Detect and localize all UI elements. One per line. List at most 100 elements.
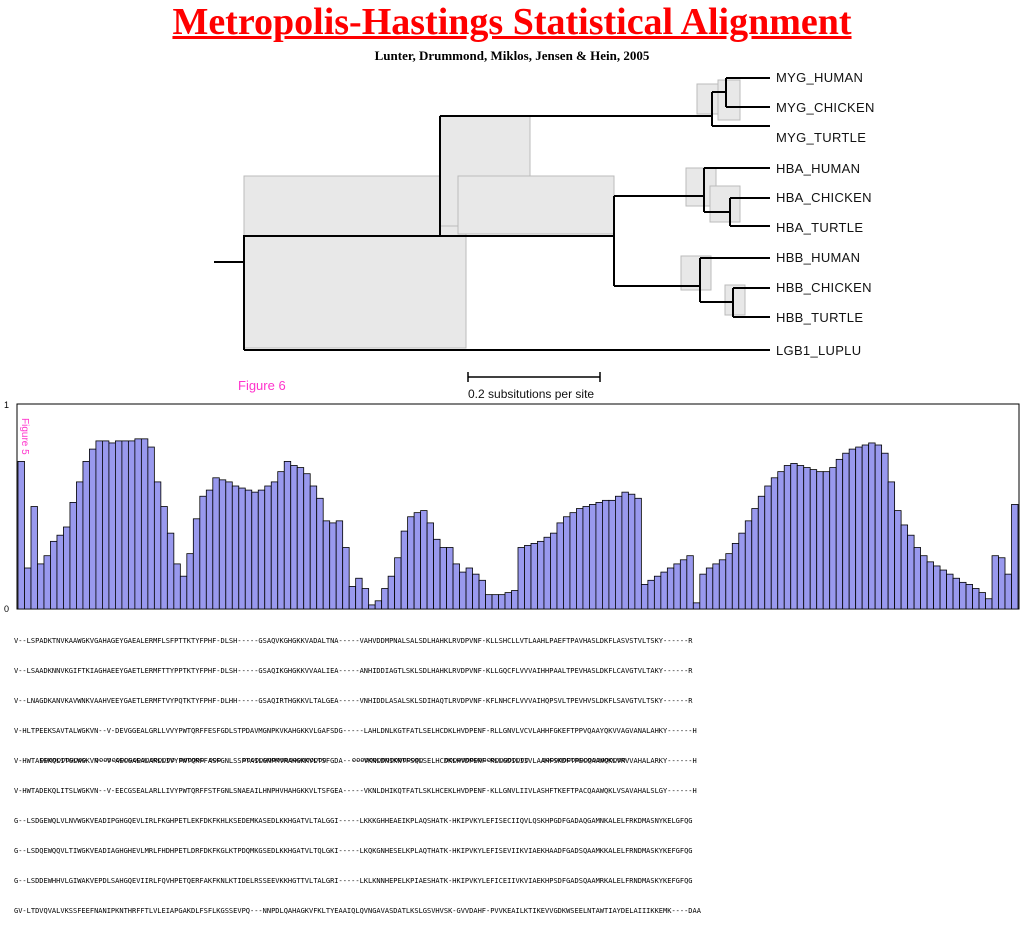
chart-bar: [900, 524, 909, 610]
chart-bar: [608, 499, 616, 610]
chart-bar: [218, 479, 227, 610]
chart-bar: [725, 553, 733, 610]
chart-bar: [420, 510, 428, 610]
leaf-label: HBB_HUMAN: [776, 250, 860, 265]
chart-bar: [160, 506, 168, 610]
chart-bar: [426, 522, 434, 610]
chart-bar: [498, 594, 506, 610]
chart-bar: [309, 485, 318, 610]
chart-bar: [504, 592, 512, 610]
chart-bar: [296, 467, 305, 610]
alignment-row: G--LSDDEWHHVLGIWAKVEPDLSAHGQEVIIRLFQVHPE…: [14, 877, 693, 885]
chart-bar: [803, 467, 811, 610]
chart-bar: [199, 495, 207, 610]
chart-bar: [686, 555, 694, 610]
chart-bar: [102, 440, 110, 610]
y-tick-label: 1: [4, 400, 9, 410]
chart-bar: [602, 499, 610, 610]
figure-6-label: Figure 6: [238, 378, 286, 393]
chart-bar: [796, 465, 805, 610]
chart-bar: [738, 532, 746, 610]
chart-bar: [361, 588, 370, 610]
chart-bar: [205, 489, 214, 610]
chart-bar: [569, 512, 577, 610]
chart-bar: [822, 471, 831, 610]
chart-bar: [627, 493, 636, 610]
y-tick-label: 0: [4, 604, 9, 614]
tree-branches: [214, 77, 770, 351]
chart-bar: [563, 516, 571, 610]
chart-bar: [322, 520, 331, 610]
chart-bar: [679, 559, 688, 610]
bar-series: [17, 438, 1019, 610]
chart-bar: [355, 577, 363, 610]
chart-bar: [452, 563, 460, 610]
chart-bar: [848, 448, 857, 610]
chart-bar: [348, 586, 357, 610]
chart-bar: [485, 594, 493, 610]
chart-bar: [257, 489, 266, 610]
chart-bar: [186, 553, 194, 610]
chart-bar: [115, 440, 123, 610]
chart-bar: [985, 598, 993, 610]
chart-bar: [861, 444, 870, 610]
chart-bar: [89, 448, 97, 610]
leaf-label: HBA_CHICKEN: [776, 190, 872, 205]
leaf-label: HBA_HUMAN: [776, 161, 860, 176]
chart-bar: [998, 557, 1006, 610]
chart-bar: [524, 545, 532, 610]
chart-bar: [894, 510, 902, 610]
chart-bar: [30, 506, 38, 610]
chart-bar: [946, 573, 954, 610]
chart-bar: [212, 477, 220, 610]
chart-bar: [387, 575, 396, 610]
chart-bar: [491, 594, 499, 610]
alignment-row: V-HWTAEEKQLITGLWGKVN--V-AECGAEALARLLIVYP…: [14, 757, 697, 765]
chart-bar: [744, 520, 753, 610]
sequence-alignment: V--LSPADKTNVKAAWGKVGAHAGEYGAEALERMFLSFPT…: [14, 616, 1024, 926]
chart-bar: [316, 497, 324, 610]
chart-bar: [147, 446, 155, 610]
chart-bar: [621, 491, 629, 610]
alignment-row: V--LSPADKTNVKAAWGKVGAHAGEYGAEALERMFLSFPT…: [14, 637, 693, 645]
support-box-myg-inner: [717, 79, 741, 121]
chart-bar: [556, 522, 564, 610]
chart-bar: [972, 588, 980, 610]
chart-bar: [666, 567, 675, 610]
chart-bar: [166, 532, 175, 610]
leaf-label: MYG_TURTLE: [776, 130, 866, 145]
alignment-row: V-HLTPEEKSAVTALWGKVN--V-DEVGGEALGRLLVVYP…: [14, 727, 697, 735]
chart-bar: [244, 489, 253, 610]
support-box-hemoglobin: [457, 175, 615, 235]
chart-bar: [459, 571, 467, 610]
chart-bar: [465, 567, 473, 610]
alignment-row: V--LSAADKNNVKGIFTKIAGHAEEYGAETLERMFTTYPP…: [14, 667, 693, 675]
chart-bar: [56, 534, 64, 610]
branch-support-boxes: [243, 79, 746, 349]
chart-bar: [660, 571, 668, 610]
chart-bar: [589, 504, 597, 610]
chart-bar: [290, 465, 298, 610]
page-title: Metropolis-Hastings Statistical Alignmen…: [172, 1, 852, 43]
chart-bar: [63, 526, 71, 610]
chart-bar: [751, 508, 759, 610]
chart-bar: [718, 559, 727, 610]
chart-bar: [517, 547, 525, 610]
chart-bar: [277, 471, 285, 610]
chart-bar: [933, 565, 941, 610]
chart-bar: [50, 540, 58, 610]
chart-bar: [82, 461, 90, 610]
chart-bar: [24, 567, 32, 610]
chart-bar: [920, 555, 928, 610]
chart-bar: [959, 581, 967, 610]
leaf-label: HBA_TURTLE: [776, 220, 863, 235]
chart-bar: [868, 442, 876, 610]
chart-bar: [913, 547, 921, 610]
chart-bar: [76, 481, 84, 610]
chart-bar: [615, 495, 623, 610]
chart-bar: [368, 604, 376, 610]
leaf-label: MYG_CHICKEN: [776, 100, 875, 115]
chart-bar: [251, 491, 259, 610]
chart-bar: [270, 481, 279, 610]
chart-bar: [342, 547, 350, 610]
